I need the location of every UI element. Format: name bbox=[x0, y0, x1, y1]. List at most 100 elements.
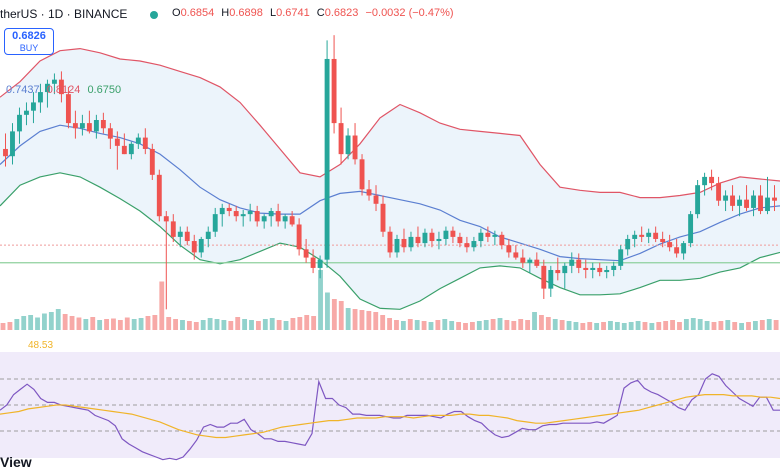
candle[interactable] bbox=[10, 123, 15, 165]
candle[interactable] bbox=[198, 236, 204, 258]
candle[interactable] bbox=[632, 230, 638, 248]
candle[interactable] bbox=[646, 228, 652, 244]
candle[interactable] bbox=[534, 252, 540, 268]
candle[interactable] bbox=[723, 190, 729, 212]
candle[interactable] bbox=[618, 245, 624, 270]
candle[interactable] bbox=[163, 211, 169, 310]
candle[interactable] bbox=[289, 211, 295, 227]
candle[interactable] bbox=[401, 228, 407, 253]
candle[interactable] bbox=[506, 238, 512, 258]
candle[interactable] bbox=[450, 226, 456, 244]
candle[interactable] bbox=[156, 169, 162, 222]
candle[interactable] bbox=[639, 226, 645, 243]
candle[interactable] bbox=[653, 226, 659, 243]
candle[interactable] bbox=[352, 123, 358, 165]
candle[interactable] bbox=[429, 228, 435, 248]
buy-button[interactable]: 0.6826 BUY bbox=[4, 28, 54, 55]
candle[interactable] bbox=[226, 203, 232, 217]
candle[interactable] bbox=[317, 255, 323, 279]
candle[interactable] bbox=[422, 228, 428, 248]
candle[interactable] bbox=[478, 228, 484, 248]
candle[interactable] bbox=[660, 231, 666, 248]
candle[interactable] bbox=[485, 226, 491, 243]
candle[interactable] bbox=[338, 107, 344, 165]
candle[interactable] bbox=[744, 185, 749, 212]
candle[interactable] bbox=[702, 172, 708, 196]
candle[interactable] bbox=[303, 238, 309, 263]
candle[interactable] bbox=[695, 180, 701, 219]
candle[interactable] bbox=[380, 195, 386, 237]
candle[interactable] bbox=[3, 133, 8, 167]
candle[interactable] bbox=[191, 234, 197, 260]
candle[interactable] bbox=[261, 214, 267, 229]
candle[interactable] bbox=[345, 128, 351, 160]
candle[interactable] bbox=[233, 205, 239, 222]
candle[interactable] bbox=[457, 232, 463, 248]
candle[interactable] bbox=[72, 110, 78, 139]
candle[interactable] bbox=[408, 231, 414, 252]
candle[interactable] bbox=[107, 123, 113, 149]
candle[interactable] bbox=[583, 259, 589, 279]
candle[interactable] bbox=[135, 133, 141, 149]
candle[interactable] bbox=[548, 265, 554, 297]
candle[interactable] bbox=[604, 265, 610, 279]
candle[interactable] bbox=[170, 214, 176, 243]
candle[interactable] bbox=[282, 214, 288, 229]
candle[interactable] bbox=[758, 185, 763, 215]
candle[interactable] bbox=[254, 205, 260, 227]
candle[interactable] bbox=[590, 262, 596, 279]
candle[interactable] bbox=[121, 133, 127, 155]
candle[interactable] bbox=[51, 73, 57, 95]
candle[interactable] bbox=[275, 203, 281, 227]
candle[interactable] bbox=[31, 92, 36, 124]
candle[interactable] bbox=[58, 71, 64, 103]
candle[interactable] bbox=[751, 190, 756, 217]
candle[interactable] bbox=[667, 234, 673, 252]
candle[interactable] bbox=[366, 180, 372, 201]
candle[interactable] bbox=[471, 236, 477, 252]
candle[interactable] bbox=[149, 143, 155, 180]
candle[interactable] bbox=[492, 230, 498, 246]
candle[interactable] bbox=[737, 195, 742, 217]
candle[interactable] bbox=[499, 231, 505, 250]
candle[interactable] bbox=[674, 238, 680, 258]
candle[interactable] bbox=[65, 86, 71, 129]
candle[interactable] bbox=[44, 79, 50, 108]
candle[interactable] bbox=[17, 107, 22, 144]
candle[interactable] bbox=[177, 226, 183, 248]
candle[interactable] bbox=[730, 185, 736, 212]
candle[interactable] bbox=[205, 226, 211, 248]
candle[interactable] bbox=[625, 234, 631, 256]
candle[interactable] bbox=[296, 218, 302, 256]
candle[interactable] bbox=[184, 226, 190, 246]
candle[interactable] bbox=[93, 114, 99, 139]
candle[interactable] bbox=[324, 40, 330, 268]
candle[interactable] bbox=[443, 226, 449, 246]
candle[interactable] bbox=[38, 83, 43, 113]
candle[interactable] bbox=[772, 185, 777, 212]
candle[interactable] bbox=[79, 114, 85, 136]
candle[interactable] bbox=[513, 245, 519, 260]
candle[interactable] bbox=[709, 169, 715, 191]
candle[interactable] bbox=[716, 176, 722, 206]
candle[interactable] bbox=[688, 211, 694, 248]
candle[interactable] bbox=[359, 154, 365, 196]
candle[interactable] bbox=[597, 262, 603, 277]
candle[interactable] bbox=[576, 253, 582, 274]
candle[interactable] bbox=[373, 185, 379, 212]
candle[interactable] bbox=[464, 236, 470, 253]
candle[interactable] bbox=[128, 141, 134, 160]
candle[interactable] bbox=[415, 226, 421, 248]
candle[interactable] bbox=[247, 203, 253, 222]
candle[interactable] bbox=[765, 176, 770, 215]
candle[interactable] bbox=[114, 131, 120, 170]
candle[interactable] bbox=[527, 257, 533, 274]
candle[interactable] bbox=[562, 262, 568, 289]
symbol-label[interactable]: therUS · 1D · BINANCE bbox=[0, 7, 128, 21]
candle[interactable] bbox=[541, 259, 547, 299]
candle[interactable] bbox=[387, 226, 393, 258]
candle[interactable] bbox=[681, 241, 687, 260]
candle[interactable] bbox=[520, 249, 526, 268]
candle[interactable] bbox=[24, 102, 29, 126]
candle[interactable] bbox=[611, 261, 617, 277]
